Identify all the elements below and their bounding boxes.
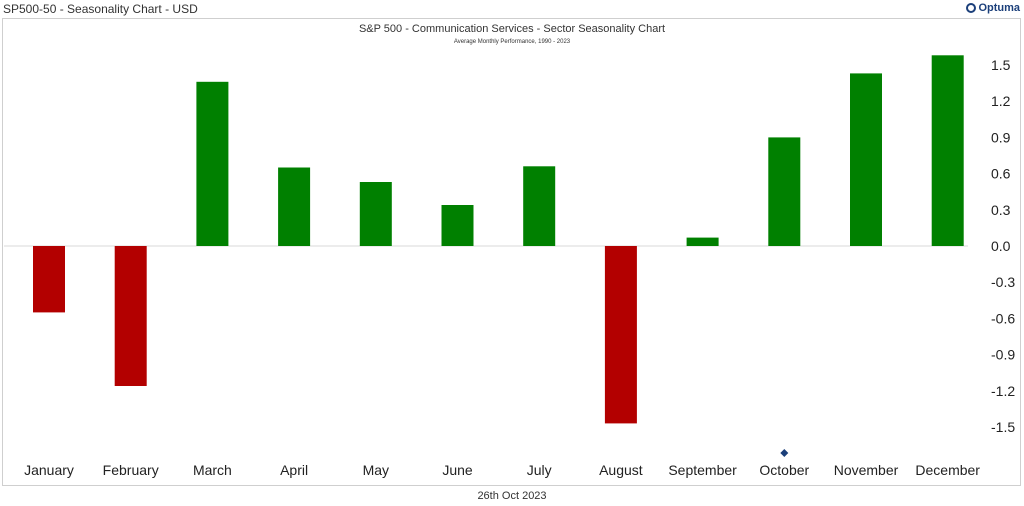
bar-march [196, 81, 229, 246]
y-tick-label: -1.2 [991, 383, 1015, 399]
y-tick-label: -1.5 [991, 419, 1015, 435]
bar-february [114, 246, 147, 386]
current-month-marker-icon [780, 449, 789, 457]
category-label-august: August [599, 462, 643, 478]
category-label-december: December [915, 462, 980, 478]
chart-subtitle: Average Monthly Performance, 1990 - 2023 [453, 39, 571, 45]
optuma-logo-icon [966, 3, 977, 13]
window-title: SP500-50 - Seasonality Chart - USD [3, 2, 198, 16]
footer-date: 26th Oct 2023 [477, 490, 547, 502]
bar-november [850, 73, 882, 247]
category-label-april: April [280, 462, 308, 478]
y-tick-label: -0.9 [991, 347, 1015, 363]
category-label-november: November [834, 462, 899, 478]
bar-january [33, 246, 65, 313]
y-tick-label: 0.9 [991, 129, 1011, 145]
y-tick-label: 1.5 [991, 57, 1011, 73]
y-tick-label: 0.0 [991, 238, 1011, 254]
bar-august [604, 246, 637, 424]
logo-text: Optuma [978, 2, 1020, 14]
category-label-may: May [363, 462, 389, 478]
category-label-february: February [103, 462, 159, 478]
category-label-january: January [24, 462, 74, 478]
y-tick-label: 1.2 [991, 93, 1011, 109]
optuma-logo: Optuma [966, 2, 1020, 14]
category-label-july: July [527, 462, 552, 478]
bar-september [686, 237, 719, 246]
bar-april [278, 167, 311, 246]
chart-title: S&P 500 - Communication Services - Secto… [358, 23, 666, 35]
category-label-september: September [668, 462, 737, 478]
y-tick-label: -0.3 [991, 274, 1015, 290]
chart-frame [2, 18, 1021, 486]
bar-december [931, 55, 964, 246]
bar-may [359, 182, 392, 246]
y-tick-label: 0.3 [991, 202, 1011, 218]
category-label-march: March [193, 462, 232, 478]
y-tick-label: -0.6 [991, 310, 1015, 326]
y-tick-label: 0.6 [991, 166, 1011, 182]
category-label-october: October [759, 462, 809, 478]
category-label-june: June [442, 462, 473, 478]
bar-october [768, 137, 801, 246]
bar-june [441, 205, 474, 246]
bar-july [523, 166, 556, 246]
